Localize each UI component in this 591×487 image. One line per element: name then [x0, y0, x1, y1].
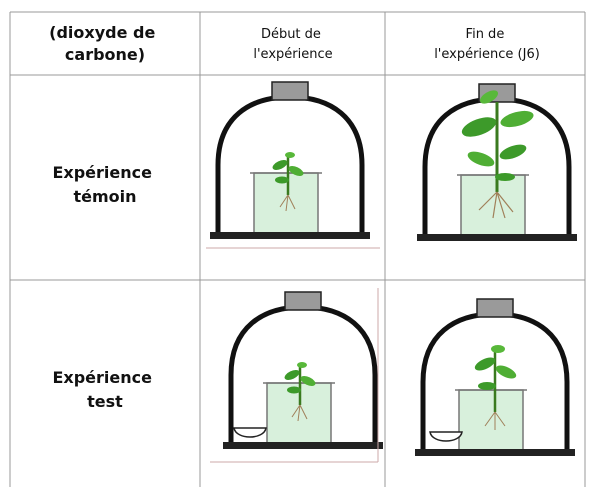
illustration-end-control — [417, 84, 577, 241]
header-line: Début de — [261, 27, 321, 42]
row-label: Expérience témoin — [52, 163, 157, 206]
header-line: carbone) — [65, 45, 145, 64]
row-label-line: Expérience — [52, 163, 152, 182]
illustration-start-test — [210, 288, 383, 463]
illustration-start-control — [206, 82, 380, 249]
header-line: l'expérience (J6) — [434, 47, 540, 62]
header-line: l'expérience — [253, 47, 332, 62]
header-cell: Début de l'expérience — [253, 27, 332, 62]
header-cell: Fin de l'expérience (J6) — [434, 27, 540, 62]
grid — [9, 11, 586, 487]
row-label-line: témoin — [73, 187, 136, 206]
header-line: (dioxyde de — [49, 23, 155, 42]
row-label-line: Expérience — [52, 368, 152, 387]
row-label: Expérience test — [52, 368, 157, 411]
header-cell: (dioxyde de carbone) — [49, 23, 161, 64]
illustration-end-test — [415, 299, 575, 456]
row-label-line: test — [87, 392, 123, 411]
header-line: Fin de — [466, 27, 505, 42]
